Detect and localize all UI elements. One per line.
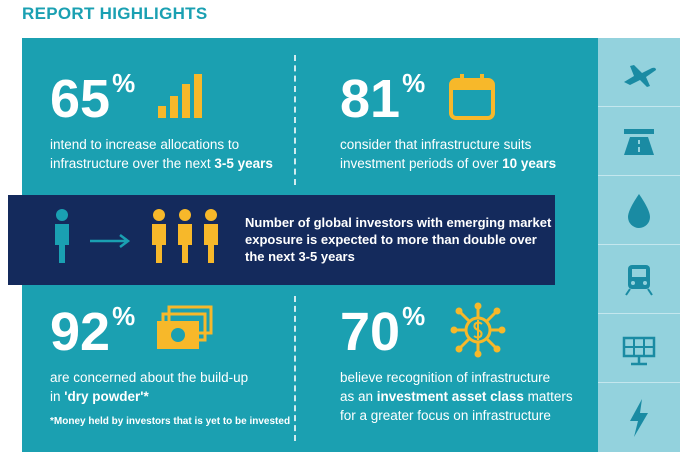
divider bbox=[294, 296, 296, 441]
text-line: intend to increase allocations to bbox=[50, 135, 273, 154]
banner-text: Number of global investors with emerging… bbox=[245, 214, 551, 265]
text: Number of global investors with emerging… bbox=[245, 215, 552, 230]
text-line: in 'dry powder'* bbox=[50, 387, 248, 406]
solar-icon bbox=[622, 336, 656, 366]
text-line: infrastructure over the next 3-5 years bbox=[50, 154, 273, 173]
text-line: Number of global investors with emerging… bbox=[245, 214, 551, 231]
calendar-icon bbox=[449, 74, 495, 120]
icon-cell bbox=[598, 176, 680, 245]
bold-text: the next 3-5 years bbox=[245, 249, 355, 264]
icon-cell bbox=[598, 383, 680, 451]
text: consider that infrastructure suits bbox=[340, 137, 532, 152]
text-line: as an investment asset class matters bbox=[340, 387, 573, 406]
bold-text: more than double over bbox=[396, 232, 537, 247]
text: believe recognition of infrastructure bbox=[340, 370, 551, 385]
bolt-icon bbox=[630, 399, 648, 437]
text: investment periods of over bbox=[340, 156, 503, 171]
text: exposure is expected to bbox=[245, 232, 397, 247]
text: in bbox=[50, 389, 65, 404]
text-line: for a greater focus on infrastructure bbox=[340, 406, 573, 425]
drop-icon bbox=[628, 194, 650, 228]
icon-cell bbox=[598, 38, 680, 107]
bold-text: 'dry powder'* bbox=[64, 389, 149, 404]
stat-number: 81% bbox=[340, 68, 426, 129]
text-line: are concerned about the build-up bbox=[50, 368, 248, 387]
footnote: *Money held by investors that is yet to … bbox=[50, 416, 291, 427]
divider bbox=[294, 55, 296, 185]
plane-icon bbox=[624, 65, 656, 87]
text: for a greater focus on infrastructure bbox=[340, 408, 551, 423]
icon-cell bbox=[598, 107, 680, 176]
network-icon bbox=[450, 302, 506, 358]
text: matters bbox=[523, 389, 573, 404]
icon-cell bbox=[598, 245, 680, 314]
bold-text: 10 years bbox=[502, 156, 557, 171]
stat-number: 65% bbox=[50, 68, 136, 129]
icon-column bbox=[598, 38, 680, 452]
text: are concerned about the build-up bbox=[50, 370, 249, 385]
text-line: investment periods of over 10 years bbox=[340, 154, 556, 173]
bold-text: investment asset class bbox=[376, 389, 524, 404]
text-line: exposure is expected to more than double… bbox=[245, 231, 551, 248]
stat-text: are concerned about the build-up in 'dry … bbox=[50, 368, 248, 406]
text: as an bbox=[340, 389, 377, 404]
icon-cell bbox=[598, 314, 680, 383]
text-line: the next 3-5 years bbox=[245, 248, 551, 265]
road-icon bbox=[624, 129, 654, 155]
text-line: consider that infrastructure suits bbox=[340, 135, 556, 154]
page-title: REPORT HIGHLIGHTS bbox=[22, 4, 208, 23]
stat-text: consider that infrastructure suits invest… bbox=[340, 135, 556, 173]
stat-number: 92% bbox=[50, 301, 136, 362]
text: infrastructure over the next bbox=[50, 156, 215, 171]
cash-icon bbox=[157, 305, 213, 349]
train-icon bbox=[625, 265, 653, 296]
stat-text: believe recognition of infrastructure as … bbox=[340, 368, 573, 425]
growth-icon bbox=[55, 209, 218, 263]
text: intend to increase allocations to bbox=[50, 137, 240, 152]
stat-number: 70% bbox=[340, 301, 426, 362]
bars-icon bbox=[158, 74, 202, 118]
stat-text: intend to increase allocations to infrast… bbox=[50, 135, 273, 173]
bold-text: 3-5 years bbox=[214, 156, 273, 171]
text-line: believe recognition of infrastructure bbox=[340, 368, 573, 387]
